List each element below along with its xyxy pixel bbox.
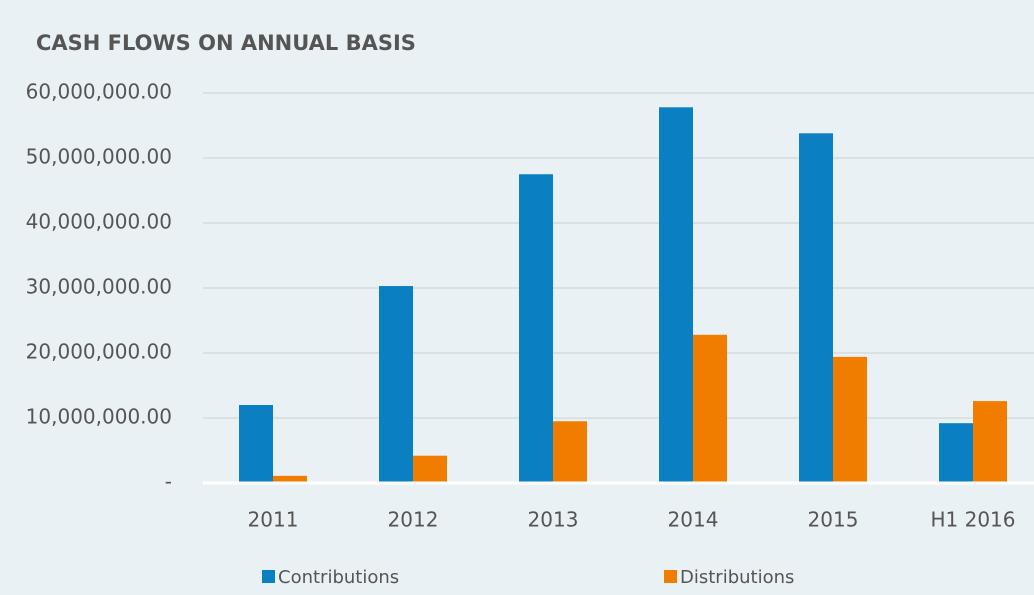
bar bbox=[379, 286, 413, 483]
y-tick-label: 20,000,000.00 bbox=[26, 340, 172, 364]
legend-swatch bbox=[262, 570, 275, 583]
x-tick-label: H1 2016 bbox=[930, 508, 1015, 532]
y-tick-label: 10,000,000.00 bbox=[26, 405, 172, 429]
x-tick-label: 2013 bbox=[528, 508, 579, 532]
x-tick-label: 2014 bbox=[668, 508, 719, 532]
x-tick-label: 2011 bbox=[248, 508, 299, 532]
bar bbox=[693, 334, 727, 483]
x-tick-label: 2012 bbox=[388, 508, 439, 532]
chart-title: CASH FLOWS ON ANNUAL BASIS bbox=[36, 31, 416, 55]
legend-swatch bbox=[664, 570, 677, 583]
bar bbox=[939, 423, 973, 483]
x-tick-label: 2015 bbox=[808, 508, 859, 532]
y-tick-label: 60,000,000.00 bbox=[26, 80, 172, 104]
bar bbox=[973, 401, 1007, 483]
bar bbox=[239, 405, 273, 483]
y-tick-label: 30,000,000.00 bbox=[26, 275, 172, 299]
bar bbox=[519, 174, 553, 483]
bar bbox=[799, 133, 833, 484]
y-tick-label: - bbox=[165, 470, 172, 494]
bar bbox=[833, 356, 867, 483]
bar bbox=[659, 107, 693, 484]
legend-label: Contributions bbox=[278, 567, 399, 588]
legend-label: Distributions bbox=[680, 567, 794, 588]
bar bbox=[413, 455, 447, 483]
bar bbox=[273, 475, 307, 483]
y-tick-label: 50,000,000.00 bbox=[26, 145, 172, 169]
bar bbox=[553, 421, 587, 483]
y-tick-label: 40,000,000.00 bbox=[26, 210, 172, 234]
